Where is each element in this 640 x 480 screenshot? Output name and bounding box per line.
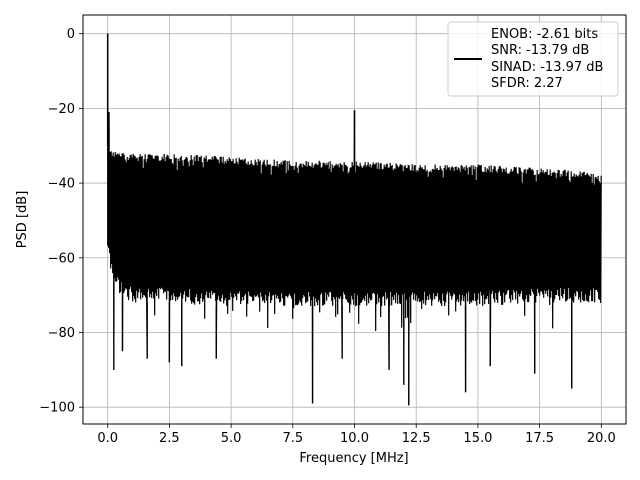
y-tick-label: −100 xyxy=(39,401,75,416)
x-tick-label: 12.5 xyxy=(402,431,431,446)
legend-sfdr: SFDR: 2.27 xyxy=(491,76,563,91)
psd-trace xyxy=(107,33,602,406)
x-tick-label: 17.5 xyxy=(525,431,554,446)
legend-enob: ENOB: -2.61 bits xyxy=(491,27,598,42)
psd-series xyxy=(106,33,602,406)
y-tick-label: −20 xyxy=(48,102,75,117)
x-tick-label: 7.5 xyxy=(282,431,303,446)
x-tick-label: 15.0 xyxy=(463,431,492,446)
x-tick-label: 10.0 xyxy=(340,431,369,446)
y-tick-label: −40 xyxy=(48,177,75,192)
legend: ENOB: -2.61 bits SNR: -13.79 dB SINAD: -… xyxy=(447,21,619,97)
y-tick-label: 0 xyxy=(67,27,75,42)
y-tick-label: −60 xyxy=(48,251,75,266)
x-axis-label: Frequency [MHz] xyxy=(299,451,408,466)
legend-sinad: SINAD: -13.97 dB xyxy=(491,60,603,75)
y-axis-label: PSD [dB] xyxy=(15,191,30,249)
axis-ticks: 0.0 2.5 5.0 7.5 10.0 12.5 15.0 17.5 20.0 0 −20 −40 −… xyxy=(39,27,616,446)
x-tick-label: 0.0 xyxy=(97,431,118,446)
x-tick-label: 2.5 xyxy=(159,431,180,446)
x-tick-label: 20.0 xyxy=(587,431,616,446)
y-tick-label: −80 xyxy=(48,326,75,341)
x-tick-label: 5.0 xyxy=(221,431,242,446)
legend-box xyxy=(447,21,619,97)
legend-snr: SNR: -13.79 dB xyxy=(491,43,589,58)
